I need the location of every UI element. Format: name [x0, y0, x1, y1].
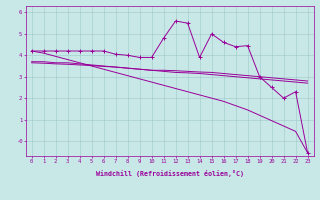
X-axis label: Windchill (Refroidissement éolien,°C): Windchill (Refroidissement éolien,°C) [96, 170, 244, 177]
